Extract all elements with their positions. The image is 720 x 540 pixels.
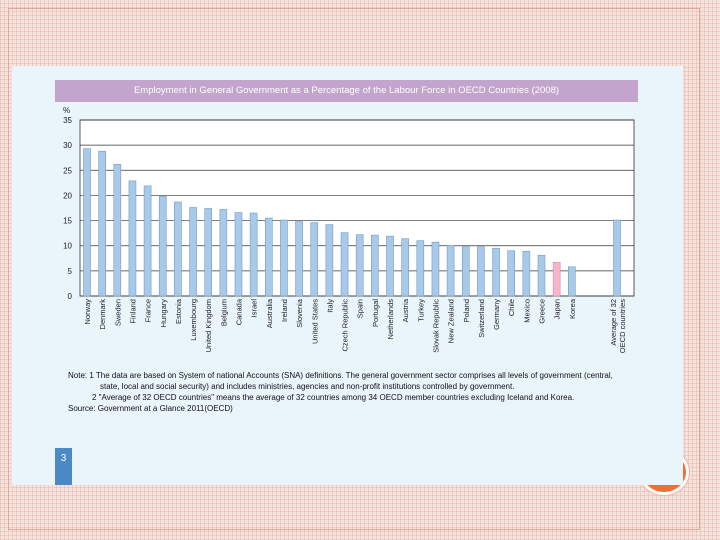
x-tick-label: Portugal: [371, 299, 380, 327]
x-tick-label: Sweden: [113, 299, 122, 326]
y-tick-label: 5: [68, 267, 73, 276]
y-tick-label: 15: [63, 217, 72, 226]
chart-notes: Note: 1 The data are based on System of …: [68, 370, 628, 414]
y-tick-label: 25: [63, 166, 72, 175]
chart-title-bar: Employment in General Government as a Pe…: [55, 80, 638, 102]
x-tick-label: New Zealand: [447, 299, 456, 343]
x-tick-label: Luxembourg: [189, 299, 198, 341]
x-tick-label: France: [144, 299, 153, 322]
bar-austria: [401, 238, 409, 297]
bar-israel: [249, 212, 258, 297]
note-1: Note: 1 The data are based on System of …: [68, 371, 613, 391]
bar-greece: [537, 254, 546, 297]
x-tick-label: Israel: [250, 299, 259, 318]
x-tick-label: Spain: [356, 299, 365, 318]
bar-korea: [567, 266, 576, 297]
bar-united-states: [310, 222, 319, 297]
x-tick-label: Canada: [235, 298, 244, 325]
y-axis-unit-label: %: [63, 106, 70, 115]
x-tick-label: Slovenia: [295, 298, 304, 328]
x-tick-label: Turkey: [416, 299, 425, 322]
bar-spain: [355, 234, 364, 297]
bar-chile: [507, 250, 516, 297]
bar-slovak-republic: [431, 241, 440, 297]
x-tick-label: Australia: [265, 298, 274, 328]
slide-border: [8, 8, 700, 530]
bar-norway: [83, 148, 91, 297]
x-tick-label: Poland: [462, 299, 471, 322]
x-tick-label: Czech Republic: [341, 299, 350, 352]
x-tick-label: Chile: [507, 299, 516, 316]
page-number: 3: [60, 453, 67, 464]
x-tick-label: Hungary: [159, 299, 168, 328]
x-tick-label: Denmark: [98, 299, 107, 330]
x-tick-label: Mexico: [522, 299, 531, 323]
bar-portugal: [371, 234, 379, 297]
x-tick-label: Switzerland: [477, 299, 486, 338]
chart-title: Employment in General Government as a Pe…: [133, 85, 560, 96]
y-tick-label: 35: [63, 116, 72, 125]
bar-average: [613, 219, 621, 297]
bar-hungary: [158, 196, 167, 297]
note-2: 2 "Average of 32 OECD countries" means t…: [92, 393, 575, 402]
x-tick-label: United States: [310, 299, 319, 344]
bar-mexico: [522, 250, 531, 297]
x-tick-label: Austria: [401, 298, 410, 322]
average-tick-label: Average of 32: [609, 299, 618, 346]
bar-italy: [325, 224, 334, 297]
page-number-tab: 3: [55, 448, 72, 485]
bar-netherlands: [386, 235, 394, 297]
bar-ireland: [280, 219, 288, 297]
bar-finland: [128, 180, 137, 297]
bar-switzerland: [477, 246, 485, 297]
y-tick-label: 0: [68, 292, 73, 301]
bar-france: [143, 185, 152, 297]
x-tick-label: Finland: [128, 299, 137, 324]
x-tick-label: Japan: [553, 299, 562, 319]
y-tick-label: 20: [63, 191, 72, 200]
bar-denmark: [98, 150, 106, 297]
bar-canada: [234, 212, 243, 297]
bar-poland: [461, 245, 470, 297]
bar-czech-republic: [340, 232, 349, 297]
x-tick-label: Netherlands: [386, 299, 395, 340]
y-tick-label: 30: [63, 141, 72, 150]
bar-turkey: [416, 240, 425, 297]
x-tick-label: Norway: [83, 299, 92, 325]
bar-united-kingdom: [204, 208, 212, 297]
x-tick-label: Estonia: [174, 298, 183, 324]
bar-belgium: [219, 209, 228, 297]
bar-estonia: [174, 201, 182, 297]
source-note: Source: Government at a Glance 2011(OECD…: [68, 404, 233, 413]
bar-luxembourg: [189, 207, 197, 297]
bar-slovenia: [295, 221, 303, 297]
bar-australia: [264, 217, 273, 297]
y-tick-label: 10: [63, 242, 72, 251]
x-tick-label: Ireland: [280, 299, 289, 322]
bar-germany: [492, 247, 500, 297]
x-tick-label: Germany: [492, 299, 501, 330]
average-tick-label: OECD countries: [618, 299, 627, 353]
x-tick-label: Slovak Republic: [431, 299, 440, 353]
x-tick-label: Italy: [325, 299, 334, 313]
x-tick-label: United Kingdom: [204, 299, 213, 352]
bar-japan: [552, 262, 561, 297]
x-tick-label: Belgium: [219, 299, 228, 326]
x-tick-label: Korea: [568, 298, 577, 319]
x-tick-label: Greece: [538, 299, 547, 324]
bar-sweden: [113, 163, 122, 297]
bar-new-zealand: [446, 245, 455, 297]
